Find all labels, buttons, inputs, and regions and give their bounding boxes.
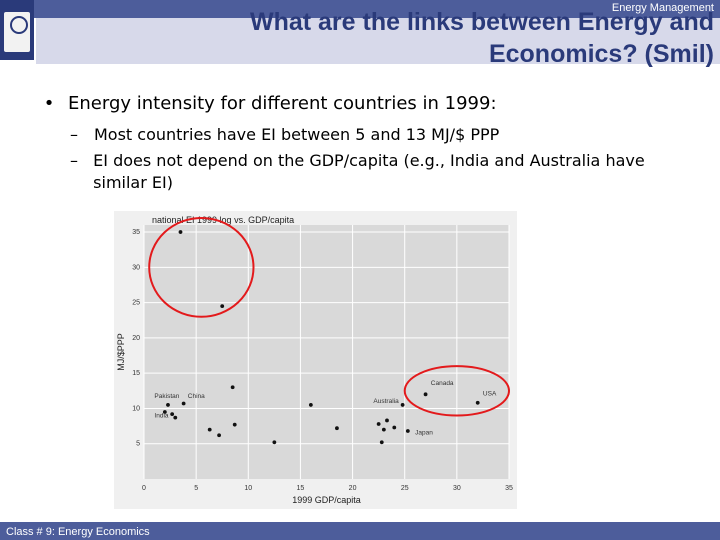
x-tick-label: 0 xyxy=(142,485,146,492)
x-tick-label: 20 xyxy=(349,485,357,492)
y-tick-label: 15 xyxy=(132,370,140,377)
point-annotation: China xyxy=(188,393,205,400)
scatter-point xyxy=(475,400,480,405)
scatter-point xyxy=(423,392,428,397)
scatter-point xyxy=(207,427,212,432)
highlight-circle xyxy=(148,216,255,318)
bullet-1-subitems: – Most countries have EI between 5 and 1… xyxy=(70,124,692,194)
course-label: Energy Management xyxy=(611,2,714,14)
scatter-point xyxy=(232,422,237,427)
point-annotation: India xyxy=(154,413,168,420)
scatter-point xyxy=(173,415,178,420)
x-tick-label: 35 xyxy=(505,485,513,492)
point-annotation: Pakistan xyxy=(154,393,179,400)
highlight-circle xyxy=(403,365,511,417)
x-axis-label: 1999 GDP/capita xyxy=(292,495,361,505)
title-band xyxy=(36,18,720,64)
y-tick-label: 5 xyxy=(136,441,140,448)
x-tick-label: 30 xyxy=(453,485,461,492)
scatter-point xyxy=(217,433,221,438)
subitem-1: – Most countries have EI between 5 and 1… xyxy=(70,124,692,146)
scatter-point xyxy=(405,429,410,433)
point-annotation: USA xyxy=(483,391,497,398)
scatter-point xyxy=(162,410,167,414)
university-logo xyxy=(0,0,34,60)
scatter-point xyxy=(166,403,170,407)
scatter-point xyxy=(272,440,277,445)
scatter-point xyxy=(379,440,384,445)
x-tick-label: 25 xyxy=(401,485,409,492)
top-bar xyxy=(0,0,720,18)
scatter-point xyxy=(178,230,183,234)
plot-area xyxy=(144,225,509,479)
scatter-point xyxy=(385,418,389,423)
point-annotation: Canada xyxy=(431,380,454,387)
y-tick-label: 25 xyxy=(132,300,140,307)
slide-content: • Energy intensity for different countri… xyxy=(42,92,692,194)
y-tick-label: 35 xyxy=(132,229,140,236)
footer-text: Class # 9: Energy Economics xyxy=(6,526,150,538)
scatter-point xyxy=(335,426,339,431)
scatter-point xyxy=(400,403,405,407)
y-tick-label: 10 xyxy=(132,405,140,412)
dash-icon: – xyxy=(70,151,78,170)
slide-title: What are the links between Energy and Ec… xyxy=(249,8,714,68)
scatter-point xyxy=(220,304,225,309)
y-tick-label: 20 xyxy=(132,335,140,342)
scatter-point xyxy=(381,427,386,432)
dash-icon: – xyxy=(70,125,78,144)
scatter-point xyxy=(170,412,175,416)
point-annotation: Japan xyxy=(415,430,433,437)
bullet-1: • Energy intensity for different countri… xyxy=(42,92,692,116)
subitem-2: – EI does not depend on the GDP/capita (… xyxy=(70,150,692,194)
subitem-1-text: Most countries have EI between 5 and 13 … xyxy=(94,125,500,144)
bullet-dot-icon: • xyxy=(43,93,55,114)
bullet-1-text: Energy intensity for different countries… xyxy=(68,93,497,114)
scatter-point xyxy=(230,385,235,390)
energy-intensity-chart: national EI 1999 log vs. GDP/capita MJ/$P… xyxy=(114,211,517,509)
x-tick-label: 10 xyxy=(244,485,252,492)
y-axis-label: MJ/$PPP xyxy=(116,333,126,371)
y-tick-label: 30 xyxy=(132,264,140,271)
chart-svg: national EI 1999 log vs. GDP/capita MJ/$P… xyxy=(114,211,517,509)
x-tick-label: 5 xyxy=(194,485,198,492)
logo-text xyxy=(6,38,28,48)
chart-title: national EI 1999 log vs. GDP/capita xyxy=(152,215,294,225)
subitem-2-text: EI does not depend on the GDP/capita (e.… xyxy=(93,151,645,192)
point-annotation: Australia xyxy=(373,398,399,405)
scatter-point xyxy=(308,403,313,407)
logo-emblem-icon xyxy=(4,12,30,52)
scatter-point xyxy=(376,422,381,426)
footer-bar xyxy=(0,522,720,540)
x-tick-label: 15 xyxy=(297,485,305,492)
scatter-point xyxy=(181,401,186,406)
scatter-point xyxy=(392,425,397,430)
